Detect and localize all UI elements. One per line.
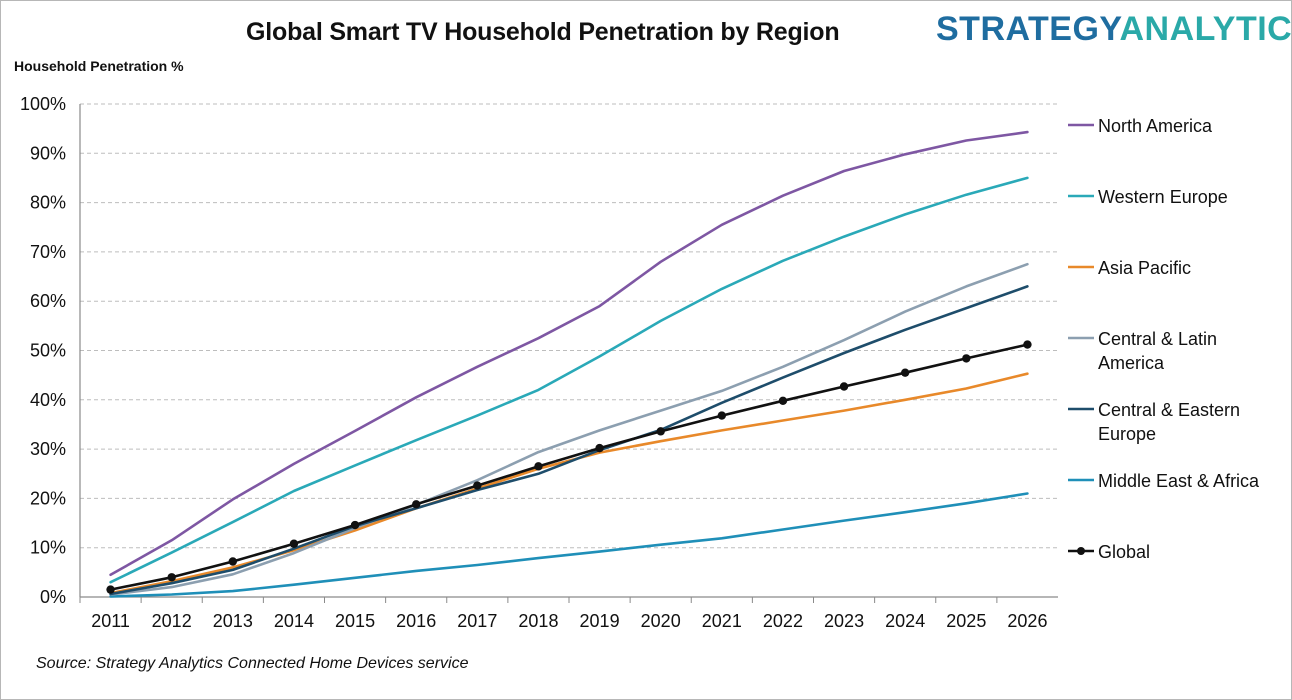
y-tick-label: 20% bbox=[30, 488, 66, 508]
y-tick-label: 0% bbox=[40, 587, 66, 607]
x-tick-label: 2026 bbox=[1007, 611, 1047, 631]
series-line bbox=[109, 372, 1029, 595]
legend-label: North America bbox=[1098, 116, 1213, 136]
series-line bbox=[109, 492, 1029, 598]
series-line bbox=[109, 262, 1029, 596]
x-tick-label: 2015 bbox=[335, 611, 375, 631]
data-point bbox=[167, 573, 176, 582]
legend-label: Europe bbox=[1098, 424, 1156, 444]
x-tick-label: 2016 bbox=[396, 611, 436, 631]
data-point bbox=[473, 481, 482, 490]
legend-label: Global bbox=[1098, 542, 1150, 562]
data-point bbox=[289, 539, 299, 548]
y-axis-label: Household Penetration % bbox=[14, 58, 184, 74]
data-point bbox=[228, 557, 238, 566]
x-tick-label: 2024 bbox=[885, 611, 925, 631]
y-tick-label: 10% bbox=[30, 538, 66, 558]
x-tick-label: 2025 bbox=[946, 611, 986, 631]
legend-label: America bbox=[1098, 353, 1165, 373]
y-tick-label: 100% bbox=[20, 94, 66, 114]
y-tick-label: 70% bbox=[30, 242, 66, 262]
brand-logo: STRATEGYANALYTICS bbox=[936, 10, 1292, 49]
source-note: Source: Strategy Analytics Connected Hom… bbox=[36, 655, 469, 672]
data-point bbox=[962, 354, 971, 363]
brand-logo-part2: ANALYTICS bbox=[1119, 10, 1292, 48]
data-point bbox=[656, 427, 665, 436]
brand-logo-part1: STRATEGY bbox=[936, 10, 1120, 48]
x-tick-label: 2020 bbox=[641, 611, 681, 631]
data-point bbox=[839, 382, 849, 391]
series-line bbox=[109, 130, 1029, 577]
data-point bbox=[900, 368, 910, 377]
legend-label: Central & Eastern bbox=[1098, 400, 1240, 420]
x-tick-label: 2013 bbox=[213, 611, 253, 631]
y-tick-label: 50% bbox=[30, 341, 66, 361]
x-tick-label: 2017 bbox=[457, 611, 497, 631]
x-tick-label: 2011 bbox=[91, 611, 130, 631]
series-line bbox=[109, 176, 1029, 584]
y-tick-label: 60% bbox=[30, 291, 66, 311]
series-line bbox=[109, 343, 1029, 591]
series-line bbox=[109, 285, 1029, 596]
chart-title: Global Smart TV Household Penetration by… bbox=[246, 18, 840, 46]
y-tick-label: 30% bbox=[30, 439, 66, 459]
data-point bbox=[350, 520, 360, 530]
data-point bbox=[411, 500, 421, 509]
x-tick-label: 2019 bbox=[580, 611, 620, 631]
y-tick-label: 80% bbox=[30, 193, 66, 213]
data-point bbox=[106, 585, 115, 594]
x-tick-label: 2022 bbox=[763, 611, 803, 631]
data-point bbox=[717, 411, 727, 420]
legend-label: Western Europe bbox=[1098, 187, 1228, 207]
y-tick-label: 40% bbox=[30, 390, 66, 410]
legend-label: Middle East & Africa bbox=[1098, 471, 1260, 491]
x-tick-label: 2014 bbox=[274, 611, 314, 631]
data-point bbox=[534, 462, 543, 471]
x-tick-label: 2012 bbox=[152, 611, 192, 631]
data-point bbox=[1023, 340, 1032, 349]
x-tick-label: 2021 bbox=[702, 611, 742, 631]
x-tick-label: 2018 bbox=[518, 611, 558, 631]
legend-label: Central & Latin bbox=[1098, 329, 1217, 349]
y-tick-label: 90% bbox=[30, 143, 66, 163]
x-tick-label: 2023 bbox=[824, 611, 864, 631]
data-point bbox=[778, 396, 788, 405]
legend-marker bbox=[1077, 547, 1085, 555]
legend-label: Asia Pacific bbox=[1098, 258, 1191, 278]
data-point bbox=[595, 443, 604, 453]
